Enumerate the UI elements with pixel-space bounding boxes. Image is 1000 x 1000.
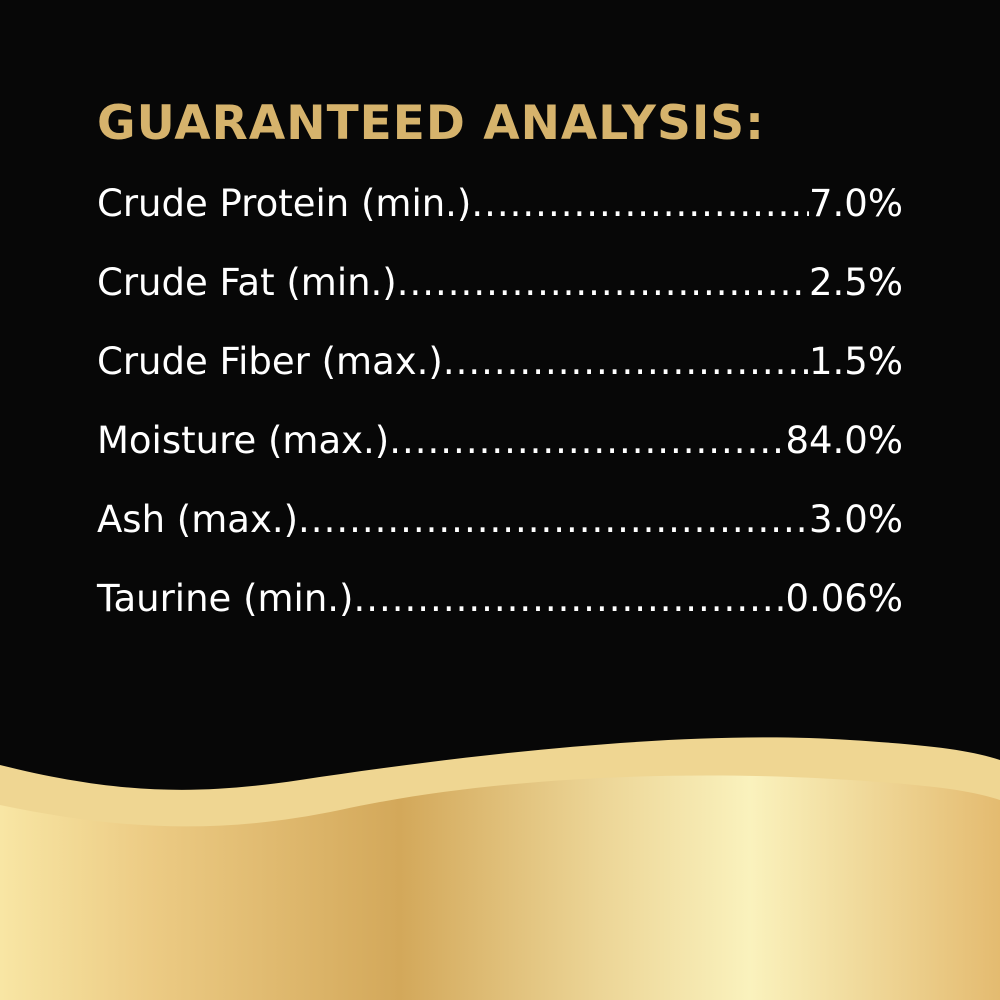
row-value: 7.0% (809, 182, 903, 225)
row-label: Ash (max.) (97, 498, 299, 541)
analysis-row: Ash (max.) 3.0% (97, 498, 903, 577)
row-value: 84.0% (785, 419, 903, 462)
leader-dots (353, 577, 785, 620)
gold-wave-decoration (0, 737, 1000, 1000)
leader-dots (471, 182, 809, 225)
row-value: 3.0% (809, 498, 903, 541)
row-label: Crude Protein (min.) (97, 182, 472, 225)
leader-dots (397, 261, 809, 304)
row-label: Crude Fat (min.) (97, 261, 397, 304)
analysis-row: Taurine (min.) 0.06% (97, 577, 903, 656)
analysis-row: Crude Fat (min.) 2.5% (97, 261, 903, 340)
analysis-row: Crude Protein (min.) 7.0% (97, 182, 903, 261)
analysis-row: Moisture (max.) 84.0% (97, 419, 903, 498)
leader-dots (298, 498, 809, 541)
analysis-list: Crude Protein (min.) 7.0% Crude Fat (min.… (97, 182, 903, 656)
leader-dots (443, 340, 809, 383)
page-title: GUARANTEED ANALYSIS: (97, 96, 765, 151)
row-label: Taurine (min.) (97, 577, 354, 620)
row-label: Moisture (max.) (97, 419, 390, 462)
analysis-row: Crude Fiber (max.) 1.5% (97, 340, 903, 419)
row-value: 1.5% (809, 340, 903, 383)
row-label: Crude Fiber (max.) (97, 340, 443, 383)
row-value: 0.06% (785, 577, 903, 620)
row-value: 2.5% (809, 261, 903, 304)
leader-dots (389, 419, 785, 462)
